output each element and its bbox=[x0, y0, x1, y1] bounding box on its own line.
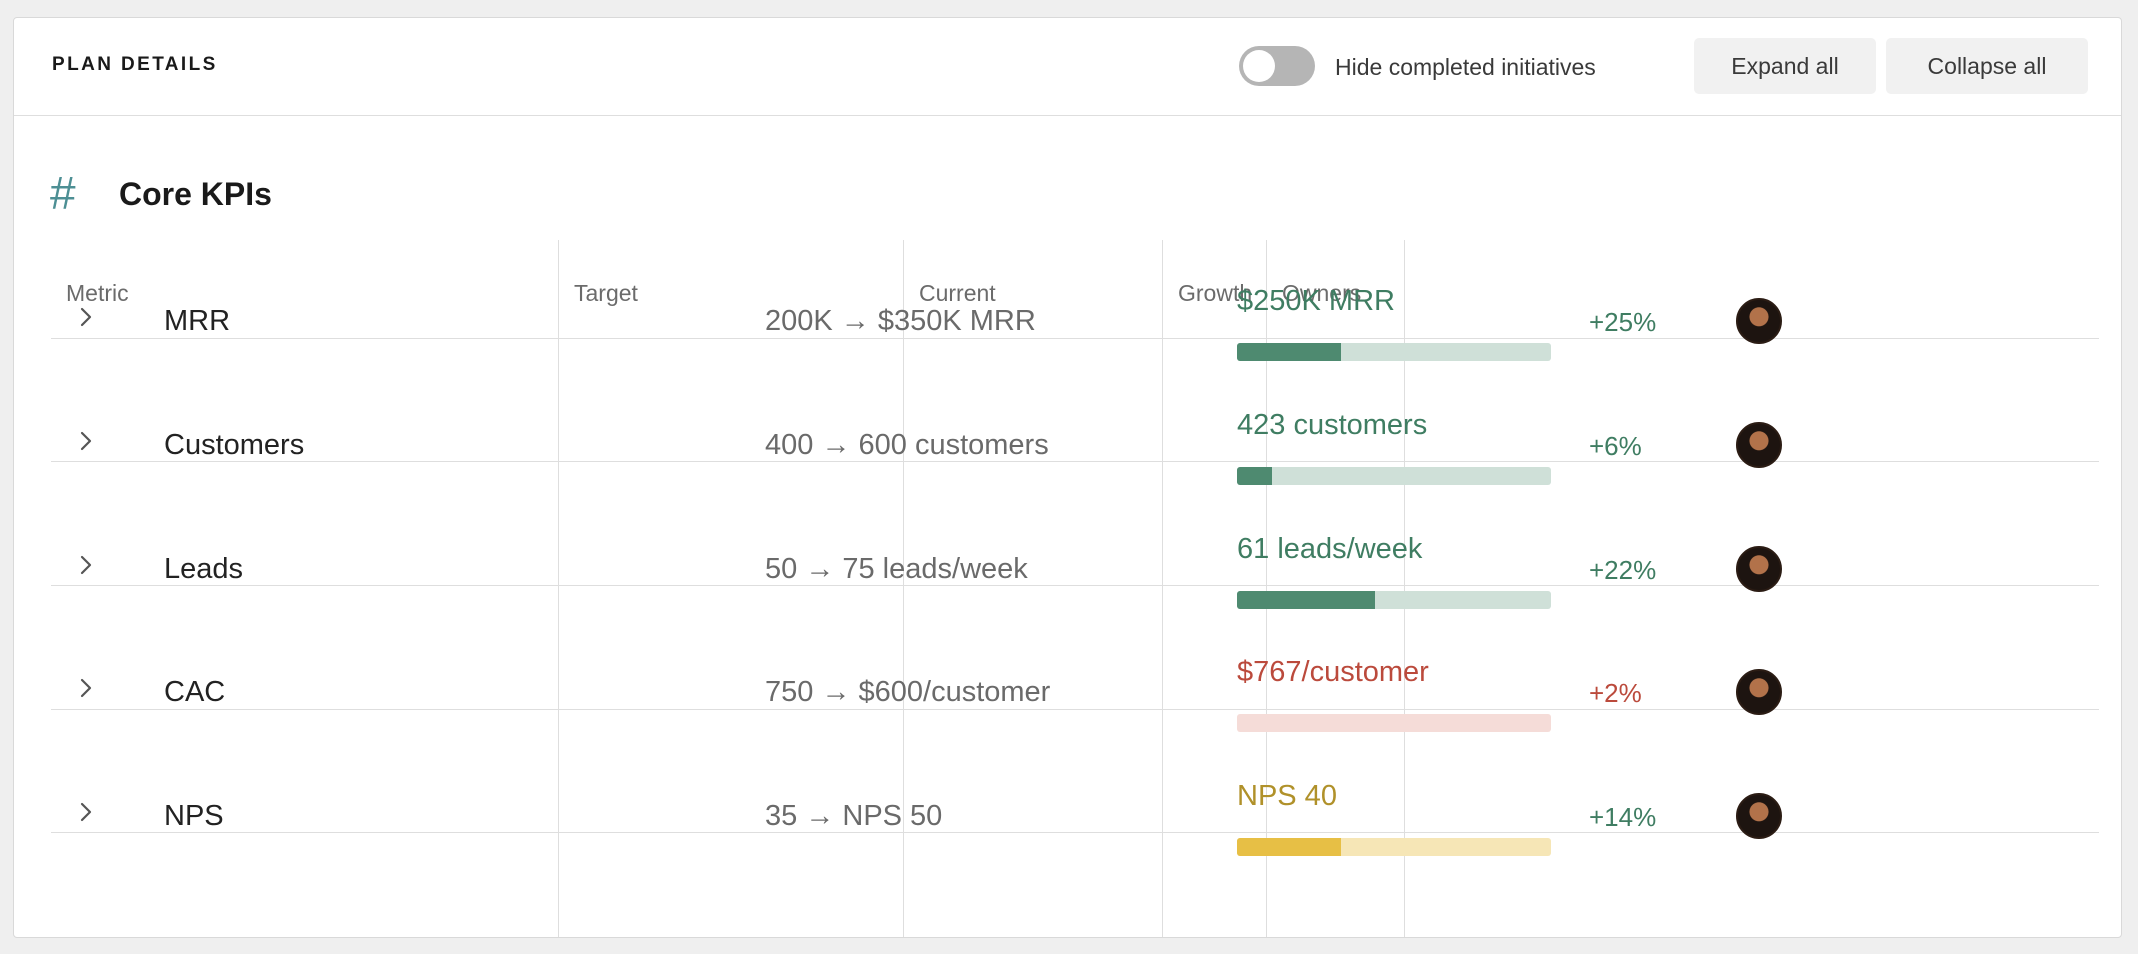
row-divider bbox=[51, 338, 2099, 339]
metric-name: CAC bbox=[164, 676, 226, 708]
progress-bar-fill bbox=[1237, 838, 1341, 856]
table-row[interactable]: NPS 35 → NPS 50 NPS 40 +14% bbox=[14, 756, 2121, 878]
metric-target: 35 → NPS 50 bbox=[765, 800, 943, 832]
kpi-table: Metric Target Current Growth Owners bbox=[51, 240, 2099, 937]
section-title: Core KPIs bbox=[119, 176, 272, 212]
progress-bar bbox=[1237, 343, 1551, 361]
metric-target: 50 → 75 leads/week bbox=[765, 553, 1028, 585]
metric-name: MRR bbox=[164, 305, 231, 337]
metric-target: 750 → $600/customer bbox=[765, 676, 1051, 708]
chevron-right-icon[interactable] bbox=[79, 678, 93, 698]
column-divider bbox=[1266, 240, 1267, 937]
metric-current-value: $767/customer bbox=[1237, 656, 1429, 688]
row-divider bbox=[51, 832, 2099, 833]
table-row[interactable]: Customers 400 → 600 customers 423 customer… bbox=[14, 385, 2121, 507]
metric-current-value: $250K MRR bbox=[1237, 285, 1395, 317]
metric-current-value: 423 customers bbox=[1237, 409, 1428, 441]
chevron-right-icon[interactable] bbox=[79, 307, 93, 327]
toggle-knob bbox=[1243, 50, 1275, 82]
column-divider bbox=[558, 240, 559, 937]
owner-avatar[interactable] bbox=[1736, 422, 1782, 468]
header-title: PLAN DETAILS bbox=[52, 54, 218, 75]
progress-bar-fill bbox=[1237, 343, 1341, 361]
metric-name: Customers bbox=[164, 429, 305, 461]
metric-name: Leads bbox=[164, 553, 244, 585]
metric-target: 400 → 600 customers bbox=[765, 429, 1049, 461]
column-header-current: Current bbox=[919, 280, 996, 306]
metric-growth: +6% bbox=[1589, 431, 1642, 461]
metric-growth: +25% bbox=[1589, 307, 1657, 337]
column-header-target: Target bbox=[574, 280, 638, 306]
owner-avatar[interactable] bbox=[1736, 793, 1782, 839]
owner-avatar[interactable] bbox=[1736, 298, 1782, 344]
hash-icon: # bbox=[50, 167, 76, 219]
column-divider bbox=[1162, 240, 1163, 937]
metric-current-value: NPS 40 bbox=[1237, 780, 1337, 812]
column-header-owners: Owners bbox=[1282, 280, 1362, 306]
hide-completed-label: Hide completed initiatives bbox=[1335, 54, 1596, 80]
table-row[interactable]: Leads 50 → 75 leads/week 61 leads/week +22% bbox=[14, 509, 2121, 631]
collapse-all-button[interactable]: Collapse all bbox=[1886, 38, 2088, 94]
row-divider bbox=[51, 585, 2099, 586]
column-divider bbox=[903, 240, 904, 937]
metric-name: NPS bbox=[164, 800, 224, 832]
progress-bar-fill bbox=[1237, 591, 1375, 609]
table-row[interactable]: CAC 750 → $600/customer $767/customer +2% bbox=[14, 632, 2121, 754]
column-divider bbox=[1404, 240, 1405, 937]
progress-bar bbox=[1237, 591, 1551, 609]
row-divider bbox=[51, 709, 2099, 710]
progress-bar bbox=[1237, 467, 1551, 485]
progress-bar bbox=[1237, 838, 1551, 856]
chevron-right-icon[interactable] bbox=[79, 802, 93, 822]
column-header-growth: Growth bbox=[1178, 280, 1253, 306]
row-divider bbox=[51, 461, 2099, 462]
column-header-metric: Metric bbox=[66, 280, 129, 306]
progress-bar bbox=[1237, 714, 1551, 732]
metric-growth: +22% bbox=[1589, 555, 1657, 585]
owner-avatar[interactable] bbox=[1736, 669, 1782, 715]
progress-bar-fill bbox=[1237, 467, 1272, 485]
hide-completed-toggle[interactable] bbox=[1239, 46, 1315, 86]
owner-avatar[interactable] bbox=[1736, 546, 1782, 592]
chevron-right-icon[interactable] bbox=[79, 555, 93, 575]
table-row[interactable]: MRR 200K → $350K MRR $250K MRR +25% bbox=[14, 261, 2121, 383]
metric-growth: +14% bbox=[1589, 802, 1657, 832]
expand-all-button[interactable]: Expand all bbox=[1694, 38, 1876, 94]
plan-details-header: PLAN DETAILS Hide completed initiatives … bbox=[14, 18, 2121, 116]
chevron-right-icon[interactable] bbox=[79, 431, 93, 451]
metric-growth: +2% bbox=[1589, 678, 1642, 708]
plan-details-card: PLAN DETAILS Hide completed initiatives … bbox=[13, 17, 2122, 938]
metric-current-value: 61 leads/week bbox=[1237, 533, 1423, 565]
metric-target: 200K → $350K MRR bbox=[765, 305, 1036, 337]
